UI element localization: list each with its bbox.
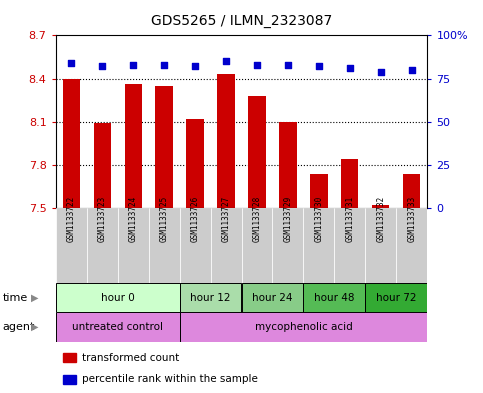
Bar xyxy=(280,122,297,208)
Bar xyxy=(372,206,389,208)
Point xyxy=(160,62,168,68)
Text: ▶: ▶ xyxy=(31,293,39,303)
Bar xyxy=(56,283,180,312)
Text: percentile rank within the sample: percentile rank within the sample xyxy=(82,374,257,384)
Bar xyxy=(341,159,358,208)
Bar xyxy=(63,353,76,362)
Bar xyxy=(180,312,427,342)
Text: hour 24: hour 24 xyxy=(252,293,293,303)
Point xyxy=(67,60,75,66)
Bar xyxy=(63,375,76,384)
Bar xyxy=(303,283,366,312)
Text: untreated control: untreated control xyxy=(72,322,163,332)
Bar xyxy=(86,208,117,283)
Bar xyxy=(56,312,180,342)
Point xyxy=(284,62,292,68)
Bar xyxy=(117,208,149,283)
Text: time: time xyxy=(2,293,28,303)
Text: GSM1133731: GSM1133731 xyxy=(345,196,355,242)
Bar xyxy=(186,119,203,208)
Point xyxy=(98,63,106,70)
Text: GSM1133729: GSM1133729 xyxy=(284,196,293,242)
Text: GSM1133726: GSM1133726 xyxy=(190,196,199,242)
Text: GSM1133730: GSM1133730 xyxy=(314,196,324,242)
Point xyxy=(253,62,261,68)
Text: GSM1133724: GSM1133724 xyxy=(128,196,138,242)
Bar xyxy=(217,74,235,208)
Bar xyxy=(248,96,266,208)
Bar xyxy=(272,208,303,283)
Point xyxy=(377,68,385,75)
Text: mycophenolic acid: mycophenolic acid xyxy=(255,322,353,332)
Bar xyxy=(311,174,327,208)
Point xyxy=(191,63,199,70)
Text: agent: agent xyxy=(2,322,35,332)
Text: GSM1133732: GSM1133732 xyxy=(376,196,385,242)
Text: GSM1133727: GSM1133727 xyxy=(222,196,230,242)
Text: hour 0: hour 0 xyxy=(100,293,134,303)
Point xyxy=(222,58,230,64)
Bar xyxy=(366,283,427,312)
Text: transformed count: transformed count xyxy=(82,353,179,363)
Bar xyxy=(94,123,111,208)
Point xyxy=(408,67,416,73)
Bar xyxy=(366,208,397,283)
Bar xyxy=(397,208,427,283)
Bar xyxy=(125,84,142,208)
Point xyxy=(346,65,354,72)
Point xyxy=(315,63,323,70)
Bar xyxy=(149,208,180,283)
Bar xyxy=(62,79,80,208)
Text: GDS5265 / ILMN_2323087: GDS5265 / ILMN_2323087 xyxy=(151,14,332,28)
Text: hour 72: hour 72 xyxy=(376,293,417,303)
Bar xyxy=(180,208,211,283)
Text: GSM1133723: GSM1133723 xyxy=(98,196,107,242)
Bar xyxy=(303,208,334,283)
Text: GSM1133728: GSM1133728 xyxy=(253,196,261,242)
Text: GSM1133722: GSM1133722 xyxy=(67,196,75,242)
Bar xyxy=(156,86,172,208)
Bar xyxy=(403,174,421,208)
Text: hour 48: hour 48 xyxy=(314,293,355,303)
Text: hour 12: hour 12 xyxy=(190,293,231,303)
Text: ▶: ▶ xyxy=(31,322,39,332)
Bar xyxy=(334,208,366,283)
Text: GSM1133733: GSM1133733 xyxy=(408,196,416,242)
Bar xyxy=(242,283,303,312)
Bar xyxy=(242,208,272,283)
Bar xyxy=(56,208,86,283)
Point xyxy=(129,62,137,68)
Bar xyxy=(180,283,242,312)
Bar xyxy=(211,208,242,283)
Text: GSM1133725: GSM1133725 xyxy=(159,196,169,242)
